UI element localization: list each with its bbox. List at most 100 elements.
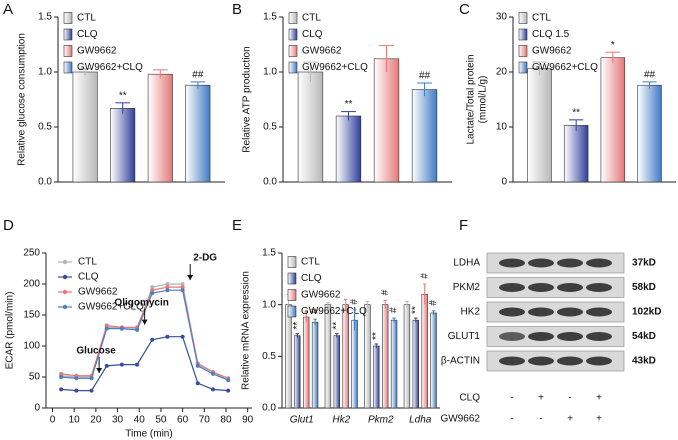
- blot-row-label: PKM2: [453, 282, 481, 293]
- legend-swatch: [287, 305, 297, 318]
- legend-swatch: [287, 289, 297, 301]
- blot-row-label: GLUT1: [448, 331, 481, 342]
- legend-label: GW9662+CLQ: [78, 302, 144, 313]
- point: [150, 337, 155, 342]
- panel-letter: B: [232, 1, 242, 18]
- blot-band: [586, 307, 612, 317]
- bar: [403, 304, 411, 409]
- legend-label: CLQ: [302, 29, 323, 40]
- panel-letter: C: [459, 1, 470, 18]
- blot-band: [557, 356, 583, 366]
- y-axis-label: Relative ATP production: [242, 46, 253, 152]
- condition-sign: -: [568, 393, 571, 404]
- bar: [303, 316, 310, 409]
- bar: [390, 319, 398, 409]
- y-axis-label: Relative mRNA expression: [241, 271, 252, 390]
- legend-swatch: [518, 61, 528, 74]
- bar: [421, 294, 428, 409]
- point: [119, 326, 124, 331]
- bar: [294, 335, 301, 409]
- blot-band: [528, 356, 554, 366]
- y-tick-label: 30: [496, 12, 508, 23]
- significance-label: **: [572, 107, 580, 118]
- y-tick-label: 100: [23, 341, 40, 352]
- x-tick-label: Pkm2: [368, 415, 394, 426]
- x-tick-label: 70: [199, 415, 211, 426]
- error-bar: [605, 51, 620, 64]
- error-bar: [414, 317, 418, 323]
- bar: [324, 304, 332, 409]
- point: [150, 285, 155, 290]
- significance-label: #: [428, 300, 439, 306]
- bar: [364, 304, 371, 409]
- error-bar: [77, 68, 93, 76]
- error-bar: [405, 301, 409, 308]
- point: [165, 334, 170, 339]
- error-bar: [295, 333, 300, 338]
- condition-sign: -: [510, 393, 513, 404]
- y-tick-label: 1.5: [262, 248, 276, 259]
- error-bar: [431, 310, 436, 315]
- legend-label: GW9662: [301, 290, 341, 301]
- x-tick-label: 20: [90, 415, 102, 426]
- legend-label: GW9662: [532, 46, 572, 57]
- y-axis-label: Lactate/Total protein: [466, 54, 477, 144]
- bar: [600, 57, 626, 183]
- x-axis-label: Time (min): [125, 429, 172, 440]
- significance-label: *: [611, 40, 615, 51]
- bar: [110, 108, 136, 183]
- error-bar: [115, 102, 131, 114]
- y-tick-label: 0.0: [262, 403, 276, 414]
- error-bar: [532, 61, 547, 76]
- legend-label: CTL: [77, 13, 96, 24]
- legend-marker: [62, 274, 68, 280]
- significance-label: **: [292, 322, 303, 330]
- legend-label: CTL: [532, 13, 551, 24]
- y-tick-label: 1.0: [262, 299, 276, 310]
- bar: [373, 58, 400, 183]
- legend-swatch: [288, 28, 298, 41]
- error-bar: [313, 318, 317, 326]
- point: [135, 327, 140, 332]
- blot-size-label: 43kD: [632, 356, 656, 367]
- condition-label: CLQ: [459, 393, 480, 404]
- blot-band: [528, 283, 554, 292]
- condition-sign: +: [596, 393, 602, 404]
- point: [165, 282, 170, 286]
- blot-band: [499, 356, 525, 366]
- significance-label: #: [380, 289, 391, 295]
- legend-swatch: [518, 12, 528, 24]
- legend-marker: [62, 259, 68, 265]
- point: [226, 388, 231, 393]
- y-tick-label: 1.0: [263, 67, 277, 78]
- point: [74, 388, 79, 393]
- y-tick-label: 10: [496, 122, 508, 133]
- blot-band: [586, 332, 612, 341]
- error-bar: [190, 81, 206, 89]
- bar: [147, 73, 173, 183]
- blot-size-label: 58kD: [632, 282, 656, 293]
- error-bar: [642, 81, 657, 89]
- bar: [72, 71, 98, 183]
- bar: [297, 71, 324, 183]
- y-axis-label: Relative glucose consumption: [17, 33, 28, 166]
- x-tick-label: Glut1: [290, 415, 314, 426]
- legend-label: GW9662+CLQ: [302, 62, 368, 73]
- bar: [333, 335, 340, 409]
- x-tick-label: 0: [50, 415, 56, 426]
- panel-letter: A: [3, 1, 13, 18]
- y-tick-label: 50: [29, 372, 41, 383]
- bar: [311, 321, 319, 409]
- point: [104, 326, 109, 331]
- point: [165, 285, 170, 290]
- point: [74, 376, 79, 381]
- error-bar: [379, 45, 394, 72]
- y-tick-label: 0: [34, 403, 40, 414]
- error-bar: [343, 299, 348, 310]
- blot-band: [528, 258, 554, 268]
- blot-band: [557, 332, 583, 341]
- x-tick-label: Hk2: [332, 415, 350, 426]
- blot-band: [586, 356, 612, 366]
- blot-strip: [486, 252, 625, 274]
